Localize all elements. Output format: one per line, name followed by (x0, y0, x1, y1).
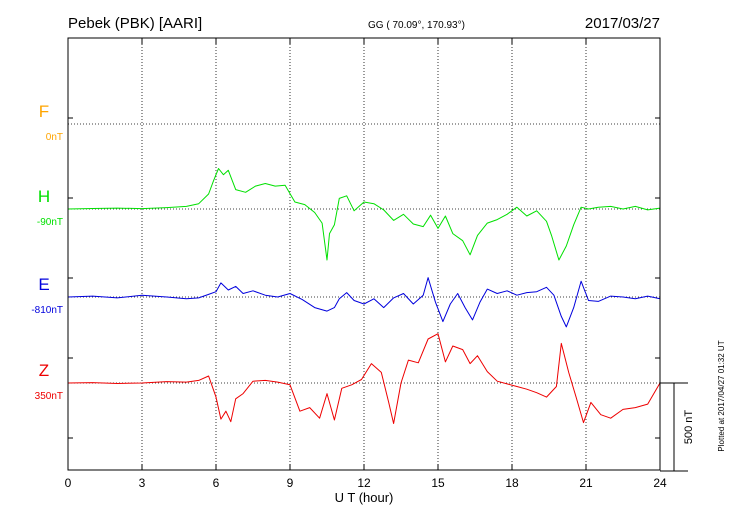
x-axis-ticks: 0 3 6 9 12 15 18 21 24 (65, 38, 667, 490)
x-axis-label: U T (hour) (335, 490, 394, 505)
series-name-h: H (38, 187, 50, 206)
date-label: 2017/03/27 (585, 15, 660, 32)
series-baseline-z: 350nT (35, 391, 63, 402)
trace-h (67, 168, 661, 261)
series-name-e: E (38, 275, 49, 294)
x-tick-label-1: 3 (139, 476, 146, 490)
plotted-timestamp: Plotted at 2017/04/27 01:32 UT (717, 340, 726, 451)
series-name-z: Z (39, 361, 49, 380)
x-tick-label-4: 12 (357, 476, 371, 490)
scale-bar-label: 500 nT (683, 410, 695, 445)
geo-coordinates: GG ( 70.09°, 170.93°) (368, 20, 465, 31)
trace-e (67, 277, 661, 328)
x-tick-label-5: 15 (431, 476, 445, 490)
x-tick-label-8: 24 (653, 476, 667, 490)
series-name-f: F (39, 102, 49, 121)
series-baseline-h: -90nT (37, 217, 63, 228)
x-tick-label-3: 9 (287, 476, 294, 490)
x-tick-label-0: 0 (65, 476, 72, 490)
x-tick-label-7: 21 (579, 476, 593, 490)
x-tick-label-2: 6 (213, 476, 220, 490)
series-baseline-e: -810nT (31, 305, 63, 316)
x-tick-label-6: 18 (505, 476, 519, 490)
series-labels: F 0nT H -90nT E -810nT Z 350nT (31, 102, 63, 402)
scale-bar: 500 nT (660, 382, 695, 472)
trace-layer (67, 168, 661, 424)
series-baseline-f: 0nT (46, 132, 63, 143)
trace-z (67, 333, 661, 424)
station-title: Pebek (PBK) [AARI] (68, 15, 202, 32)
grid-lines (68, 38, 660, 470)
